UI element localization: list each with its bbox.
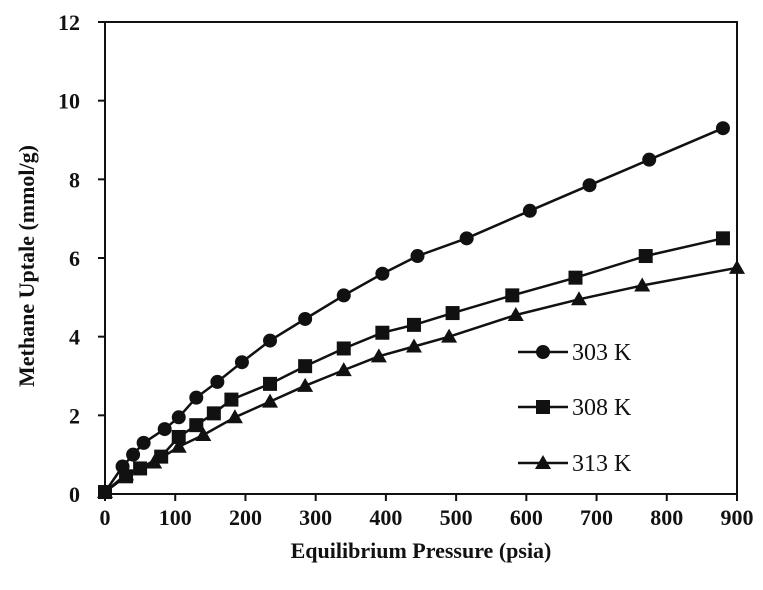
y-axis-title: Methane Uptale (mmol/g) — [14, 145, 39, 387]
data-point — [157, 422, 172, 437]
data-point — [507, 307, 524, 322]
y-tick-label: 8 — [69, 167, 80, 192]
data-point — [170, 438, 187, 453]
data-point — [638, 249, 653, 264]
x-tick-label: 200 — [229, 505, 262, 530]
x-tick-label: 0 — [100, 505, 111, 530]
data-point — [146, 454, 163, 469]
data-point — [126, 447, 141, 462]
x-tick-label: 400 — [369, 505, 402, 530]
data-point — [336, 341, 351, 356]
series-313-k — [97, 259, 745, 499]
data-point — [298, 359, 313, 374]
data-point — [406, 317, 421, 332]
data-point — [206, 406, 221, 421]
data-point — [568, 270, 583, 285]
y-tick-label: 6 — [69, 246, 80, 271]
data-point — [171, 410, 186, 425]
data-point — [715, 231, 730, 246]
x-tick-label: 600 — [510, 505, 543, 530]
data-point — [522, 203, 537, 218]
x-tick-label: 800 — [650, 505, 683, 530]
data-point — [375, 266, 390, 281]
data-point — [336, 288, 351, 303]
y-tick-label: 12 — [58, 10, 80, 35]
legend-label: 303 K — [572, 340, 632, 366]
data-point — [224, 392, 239, 407]
x-axis-title: Equilibrium Pressure (psia) — [291, 538, 552, 563]
legend-item: 313 K — [518, 451, 632, 477]
y-tick-label: 10 — [58, 89, 80, 114]
data-point — [262, 393, 279, 408]
data-point — [505, 288, 520, 303]
data-point — [642, 152, 657, 167]
data-point — [335, 362, 352, 377]
legend-item: 303 K — [518, 340, 632, 366]
data-point — [195, 427, 212, 441]
data-point — [634, 277, 651, 292]
y-axis: 0 2 4 6 8 10 12 — [58, 10, 105, 507]
x-tick-label: 500 — [440, 505, 473, 530]
data-point — [97, 484, 113, 499]
data-point — [226, 409, 243, 424]
data-point — [729, 259, 745, 274]
legend-label: 313 K — [572, 451, 632, 477]
series-308-k — [98, 231, 730, 500]
data-point — [171, 429, 186, 444]
data-point — [445, 306, 460, 321]
data-point — [297, 377, 314, 392]
x-tick-label: 300 — [299, 505, 332, 530]
data-point — [715, 121, 730, 136]
y-tick-label: 2 — [69, 403, 80, 428]
legend-marker — [535, 455, 551, 469]
data-point — [571, 291, 587, 306]
data-point — [136, 435, 151, 450]
x-tick-label: 900 — [721, 505, 754, 530]
y-tick-label: 0 — [69, 482, 80, 507]
data-point — [459, 231, 474, 246]
data-point — [189, 390, 204, 405]
data-point — [298, 311, 313, 326]
data-point — [189, 418, 204, 433]
data-point — [263, 333, 278, 348]
x-axis: 0 100 200 300 400 500 600 700 800 900 — [100, 494, 754, 530]
x-tick-label: 700 — [580, 505, 613, 530]
data-point — [370, 348, 387, 363]
legend: 303 K 308 K 313 K — [518, 340, 632, 477]
data-point — [118, 466, 135, 481]
data-point — [210, 374, 225, 389]
legend-label: 308 K — [572, 395, 632, 421]
data-point — [375, 325, 390, 340]
data-point — [405, 338, 422, 353]
x-tick-label: 100 — [159, 505, 192, 530]
data-point — [234, 355, 249, 370]
legend-marker — [536, 345, 550, 359]
legend-marker — [536, 400, 550, 414]
data-point — [263, 376, 278, 391]
series-layer — [97, 121, 745, 500]
data-point — [582, 178, 597, 193]
legend-item: 308 K — [518, 395, 632, 421]
data-point — [410, 249, 425, 264]
series-line — [104, 266, 738, 493]
series-303-k — [98, 121, 730, 500]
y-tick-label: 4 — [69, 325, 80, 350]
data-point — [441, 328, 458, 343]
